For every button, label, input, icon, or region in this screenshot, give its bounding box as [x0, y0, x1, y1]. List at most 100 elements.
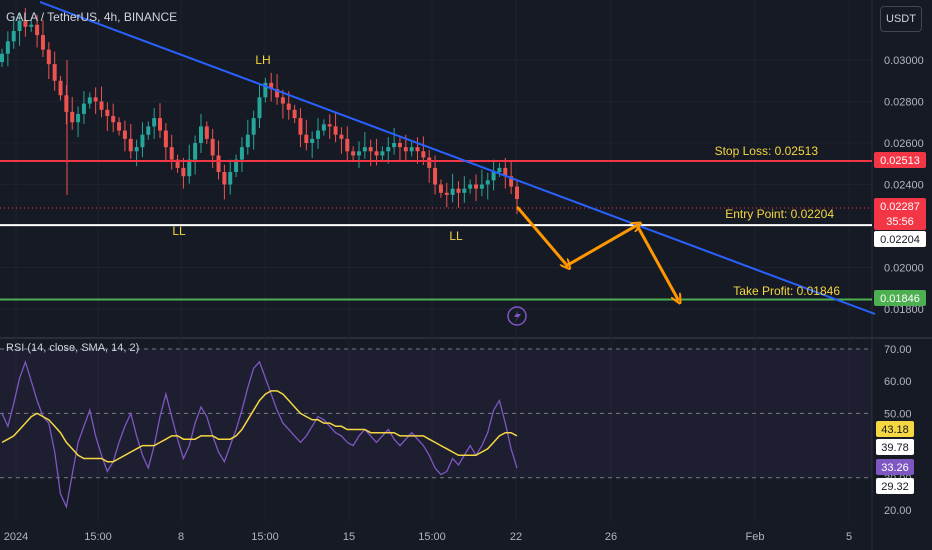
- candle-body: [216, 155, 221, 173]
- candle: [456, 181, 461, 208]
- candle-body: [158, 118, 163, 131]
- candle: [362, 132, 367, 159]
- svg-text:29.32: 29.32: [881, 481, 909, 493]
- lightning-icon[interactable]: [507, 306, 527, 326]
- candle-body: [140, 134, 145, 148]
- candle: [117, 117, 122, 136]
- candle: [105, 102, 110, 131]
- candle-body: [462, 188, 467, 193]
- candle-body: [269, 82, 274, 90]
- candle: [158, 103, 163, 139]
- candle-body: [415, 147, 420, 152]
- candle-body: [163, 130, 168, 148]
- candle-body: [239, 147, 244, 160]
- candle-body: [292, 109, 297, 119]
- candle-body: [392, 143, 397, 148]
- tag-rsi-ma: 43.18: [876, 421, 914, 437]
- candle-body: [29, 24, 34, 27]
- candle: [76, 106, 81, 138]
- candle-body: [257, 97, 262, 119]
- candle-body: [339, 134, 344, 139]
- svg-text:39.78: 39.78: [881, 442, 909, 454]
- candle-body: [134, 147, 139, 152]
- svg-text:43.18: 43.18: [881, 424, 909, 436]
- candle: [345, 126, 350, 162]
- candle-body: [169, 147, 174, 160]
- candle: [52, 51, 57, 91]
- candle-body: [503, 167, 508, 177]
- rsi-tick-label: 50.00: [884, 408, 912, 420]
- tag-rsi-band: 39.78: [876, 439, 914, 455]
- candle: [269, 72, 274, 102]
- candle: [134, 139, 139, 167]
- tag-rsi-band2: 29.32: [876, 478, 914, 494]
- candle-body: [479, 184, 484, 189]
- candle: [427, 150, 432, 183]
- time-tick-label: 15:00: [84, 531, 112, 543]
- candle: [23, 8, 28, 37]
- candle: [468, 179, 473, 194]
- rsi-line: [1, 359, 518, 509]
- candle-body: [181, 167, 186, 177]
- candle-body: [427, 157, 432, 168]
- candle: [380, 146, 385, 161]
- candle-body: [497, 167, 502, 173]
- currency-button[interactable]: USDT: [880, 6, 922, 32]
- candle-body: [122, 130, 127, 139]
- candle-body: [298, 118, 303, 135]
- candle-body: [70, 111, 75, 123]
- candle: [321, 119, 326, 136]
- candle: [333, 111, 338, 143]
- candle-body: [76, 113, 81, 123]
- candle-body: [409, 147, 414, 152]
- candle: [35, 14, 40, 48]
- candle: [415, 137, 420, 164]
- candle-body: [386, 147, 391, 152]
- candle: [128, 123, 133, 159]
- candle: [239, 137, 244, 173]
- entry-label: Entry Point: 0.02204: [725, 207, 834, 221]
- candle-body: [105, 109, 110, 117]
- candle-body: [421, 151, 426, 158]
- candle: [29, 19, 34, 32]
- candle-body: [345, 138, 350, 152]
- candle-body: [275, 89, 280, 98]
- candle: [169, 134, 174, 170]
- candle-body: [87, 97, 92, 104]
- candle: [46, 42, 51, 80]
- candle: [257, 84, 262, 129]
- candle: [339, 127, 344, 154]
- candle: [474, 174, 479, 202]
- tag-stop-loss: 0.02513: [874, 152, 926, 168]
- projection-arrow: [635, 223, 678, 299]
- candle: [146, 121, 151, 140]
- candle: [251, 110, 256, 150]
- price-tick-label: 0.02000: [884, 263, 924, 275]
- candle: [58, 75, 63, 101]
- candle-body: [245, 134, 250, 148]
- candle: [397, 135, 402, 163]
- candle: [245, 119, 250, 155]
- svg-text:0.02513: 0.02513: [880, 155, 920, 167]
- price-tick-label: 0.01800: [884, 304, 924, 316]
- candle-body: [310, 138, 315, 143]
- candle-body: [35, 24, 40, 36]
- rsi-tick-label: 70.00: [884, 344, 912, 356]
- tag-entry: 0.02204: [874, 231, 926, 247]
- candle-body: [356, 151, 361, 156]
- candle-body: [175, 159, 180, 168]
- price-tick-label: 0.02800: [884, 97, 924, 109]
- candle-body: [368, 147, 373, 152]
- candle: [304, 119, 309, 151]
- candle-body: [286, 103, 291, 110]
- candle: [275, 74, 280, 105]
- candle: [310, 131, 315, 158]
- candle: [193, 135, 198, 175]
- candle: [409, 142, 414, 157]
- candle: [64, 85, 69, 125]
- take-profit-label: Take Profit: 0.01846: [733, 284, 840, 298]
- candle: [316, 118, 321, 149]
- candles: [0, 8, 519, 214]
- candle-body: [58, 80, 63, 96]
